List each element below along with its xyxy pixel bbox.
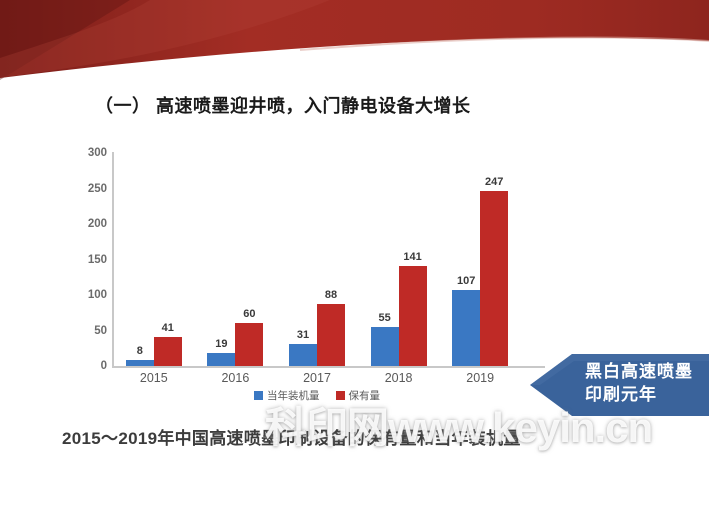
bar-value-label: 31 bbox=[296, 329, 310, 341]
callout-line-2: 印刷元年 bbox=[585, 385, 657, 404]
bar-2016-保有量 bbox=[235, 323, 264, 366]
bar-value-label: 55 bbox=[378, 311, 391, 324]
legend-label: 当年装机量 bbox=[267, 390, 320, 402]
bar-2018-保有量 bbox=[398, 265, 427, 366]
x-category-label: 2018 bbox=[384, 371, 413, 385]
bar-2019-保有量 bbox=[480, 190, 509, 366]
bar-2017-保有量 bbox=[317, 303, 345, 366]
x-axis-line bbox=[112, 366, 545, 368]
bar-value-label: 8 bbox=[136, 345, 143, 358]
x-category-label: 2017 bbox=[303, 371, 331, 385]
callout-text: 黑白高速喷墨 印刷元年 bbox=[585, 360, 693, 406]
y-tick-label: 50 bbox=[94, 324, 107, 337]
y-tick-label: 300 bbox=[87, 147, 107, 159]
bar-value-label: 88 bbox=[324, 288, 338, 301]
bar-value-label: 107 bbox=[457, 275, 476, 288]
bar-value-label: 247 bbox=[485, 175, 504, 188]
bar-2016-当年装机量 bbox=[207, 352, 236, 366]
callout-line-1: 黑白高速喷墨 bbox=[585, 362, 693, 381]
legend-item: 保有量 bbox=[335, 388, 381, 403]
bar-2019-当年装机量 bbox=[452, 290, 481, 366]
x-category-label: 2016 bbox=[221, 371, 250, 385]
bar-value-label: 60 bbox=[243, 308, 256, 321]
top-red-ribbon-decoration bbox=[0, 0, 709, 80]
bar-2015-保有量 bbox=[153, 336, 182, 366]
bar-value-label: 19 bbox=[215, 337, 228, 350]
chart-legend: 当年装机量 保有量 bbox=[113, 388, 521, 403]
bar-value-label: 141 bbox=[403, 250, 422, 263]
y-tick-label: 0 bbox=[100, 360, 107, 372]
x-category-label: 2015 bbox=[139, 371, 168, 385]
plot-area: 8 41 19 60 31 88 55 141 107 247 bbox=[113, 153, 521, 366]
callout-arrow-banner: 黑白高速喷墨 印刷元年 bbox=[530, 353, 709, 417]
y-tick-label: 100 bbox=[87, 289, 107, 301]
y-axis-tick-labels: 0 50 100 150 200 250 300 bbox=[59, 147, 107, 372]
y-tick-label: 150 bbox=[87, 253, 107, 266]
slide-title: （一） 高速喷墨迎井喷，入门静电设备大增长 bbox=[95, 96, 471, 116]
legend-swatch bbox=[335, 391, 345, 400]
x-category-label: 2019 bbox=[466, 371, 495, 385]
keyin-watermark: 科印网www.keyin.cn bbox=[265, 404, 653, 451]
x-axis-category-labels: 2015 2016 2017 2018 2019 bbox=[113, 371, 521, 387]
bar-2017-当年装机量 bbox=[289, 344, 317, 366]
chart-caption: 2015～2019年中国高速喷墨印刷设备的保有量和当年装机量 bbox=[62, 429, 521, 448]
bar-2018-当年装机量 bbox=[370, 326, 399, 366]
bar-value-label: 41 bbox=[161, 321, 174, 334]
bar-2015-当年装机量 bbox=[125, 360, 154, 366]
left-arrow-shape bbox=[530, 354, 709, 416]
y-axis-line bbox=[112, 152, 114, 368]
y-tick-label: 250 bbox=[87, 182, 107, 195]
y-tick-label: 200 bbox=[87, 218, 107, 230]
legend-item: 当年装机量 bbox=[254, 388, 320, 403]
legend-swatch bbox=[254, 391, 263, 400]
legend-label: 保有量 bbox=[348, 390, 381, 402]
